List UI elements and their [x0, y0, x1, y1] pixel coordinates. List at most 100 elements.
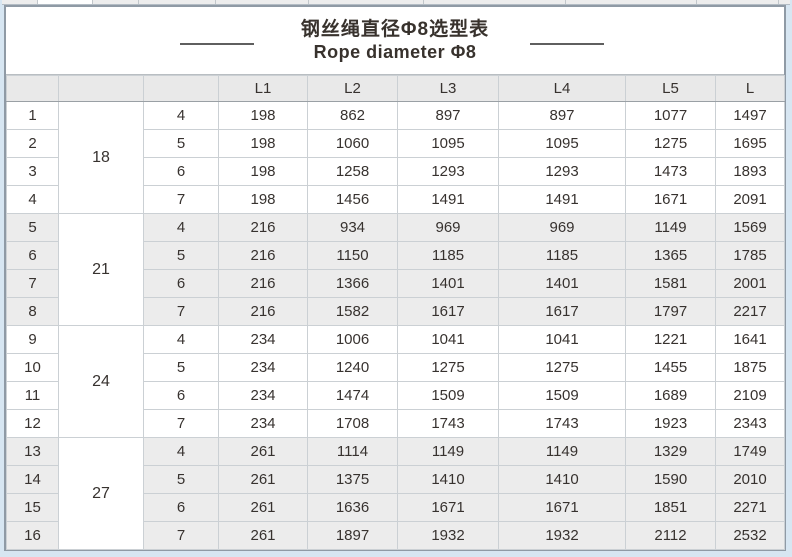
- page-title: 钢丝绳直径Φ8选型表: [300, 18, 490, 40]
- column-header-l3: L3: [397, 75, 499, 102]
- value-cell-l3: 1149: [397, 437, 499, 466]
- column-header-l: L: [715, 75, 785, 102]
- falls-cell: 6: [143, 381, 219, 410]
- value-cell-l: 2217: [715, 297, 785, 326]
- value-cell-l1: 216: [218, 241, 308, 270]
- value-cell-l2: 1114: [307, 437, 398, 466]
- value-cell-l1: 198: [218, 101, 308, 130]
- value-cell-l2: 1240: [307, 353, 398, 382]
- value-cell-l2: 1636: [307, 493, 398, 522]
- value-cell-l3: 1509: [397, 381, 499, 410]
- value-cell-l5: 1797: [625, 297, 716, 326]
- value-cell-l1: 198: [218, 185, 308, 214]
- header-row: L1 L2 L3 L4 L5 L: [6, 75, 785, 102]
- value-cell-l1: 261: [218, 521, 308, 550]
- value-cell-l2: 1258: [307, 157, 398, 186]
- value-cell-l4: 1149: [498, 437, 626, 466]
- value-cell-l2: 934: [307, 213, 398, 242]
- falls-cell: 5: [143, 353, 219, 382]
- value-cell-l4: 1617: [498, 297, 626, 326]
- value-cell-l: 1641: [715, 325, 785, 354]
- row-number-cell: 13: [6, 437, 59, 466]
- value-cell-l5: 1851: [625, 493, 716, 522]
- value-cell-l3: 1743: [397, 409, 499, 438]
- falls-cell: 4: [143, 101, 219, 130]
- falls-cell: 5: [143, 465, 219, 494]
- value-cell-l: 2091: [715, 185, 785, 214]
- value-cell-l: 2010: [715, 465, 785, 494]
- table-row: 11 6 234 1474 1509 1509 1689 2109: [6, 381, 785, 410]
- value-cell-l2: 1474: [307, 381, 398, 410]
- value-cell-l2: 1366: [307, 269, 398, 298]
- value-cell-l4: 1095: [498, 129, 626, 158]
- value-cell-l2: 1060: [307, 129, 398, 158]
- table-row: 8 7 216 1582 1617 1617 1797 2217: [6, 297, 785, 326]
- value-cell-l4: 1275: [498, 353, 626, 382]
- value-cell-l5: 1923: [625, 409, 716, 438]
- value-cell-l5: 1221: [625, 325, 716, 354]
- sliver-cell: [37, 0, 92, 4]
- falls-cell: 6: [143, 157, 219, 186]
- value-cell-l3: 1401: [397, 269, 499, 298]
- table-row: 9 24 4 234 1006 1041 1041 1221 1641: [6, 325, 785, 438]
- value-cell-l5: 1329: [625, 437, 716, 466]
- rope-selection-table: 钢丝绳直径Φ8选型表 Rope diameter Φ8 L1 L2 L3 L4 …: [4, 5, 786, 551]
- column-header-l2: L2: [307, 75, 398, 102]
- falls-cell: 7: [143, 185, 219, 214]
- value-cell-l4: 1293: [498, 157, 626, 186]
- value-cell-l5: 1275: [625, 129, 716, 158]
- value-cell-l: 2271: [715, 493, 785, 522]
- row-number-cell: 11: [6, 381, 59, 410]
- value-cell-l3: 1293: [397, 157, 499, 186]
- falls-cell: 4: [143, 437, 219, 466]
- value-cell-l4: 1491: [498, 185, 626, 214]
- table-row: 10 5 234 1240 1275 1275 1455 1875: [6, 353, 785, 382]
- table-body: 1 18 4 198 862 897 897 1077 1497 2 5 198 1060 1095 109…: [6, 101, 785, 550]
- column-header-l5: L5: [625, 75, 716, 102]
- value-cell-l4: 969: [498, 213, 626, 242]
- value-cell-l5: 1590: [625, 465, 716, 494]
- value-cell-l5: 1077: [625, 101, 716, 130]
- value-cell-l4: 1041: [498, 325, 626, 354]
- value-cell-l5: 1671: [625, 185, 716, 214]
- value-cell-l: 1875: [715, 353, 785, 382]
- value-cell-l3: 1491: [397, 185, 499, 214]
- row-number-cell: 6: [6, 241, 59, 270]
- value-cell-l: 2532: [715, 521, 785, 550]
- table-row: 12 7 234 1708 1743 1743 1923 2343: [6, 409, 785, 438]
- value-cell-l: 1893: [715, 157, 785, 186]
- value-cell-l5: 1455: [625, 353, 716, 382]
- column-header-index: [6, 75, 59, 102]
- column-header-falls: [143, 75, 219, 102]
- diameter-cell: 21: [58, 213, 144, 326]
- row-number-cell: 3: [6, 157, 59, 186]
- table-row: 7 6 216 1366 1401 1401 1581 2001: [6, 269, 785, 298]
- previous-table-sliver: [2, 0, 790, 5]
- value-cell-l2: 1006: [307, 325, 398, 354]
- value-cell-l5: 2112: [625, 521, 716, 550]
- table-row: 16 7 261 1897 1932 1932 2112 2532: [6, 521, 785, 550]
- value-cell-l3: 1185: [397, 241, 499, 270]
- row-number-cell: 4: [6, 185, 59, 214]
- value-cell-l2: 1582: [307, 297, 398, 326]
- falls-cell: 7: [143, 297, 219, 326]
- value-cell-l1: 216: [218, 297, 308, 326]
- table-row: 5 21 4 216 934 969 969 1149 1569: [6, 213, 785, 326]
- value-cell-l: 1569: [715, 213, 785, 242]
- row-number-cell: 7: [6, 269, 59, 298]
- value-cell-l1: 261: [218, 493, 308, 522]
- value-cell-l3: 1617: [397, 297, 499, 326]
- value-cell-l4: 1410: [498, 465, 626, 494]
- row-number-cell: 12: [6, 409, 59, 438]
- falls-cell: 7: [143, 409, 219, 438]
- table-row: 2 5 198 1060 1095 1095 1275 1695: [6, 129, 785, 158]
- row-number-cell: 5: [6, 213, 59, 242]
- row-number-cell: 16: [6, 521, 59, 550]
- table-title-block: 钢丝绳直径Φ8选型表 Rope diameter Φ8: [6, 7, 784, 75]
- row-number-cell: 9: [6, 325, 59, 354]
- value-cell-l3: 969: [397, 213, 499, 242]
- value-cell-l5: 1689: [625, 381, 716, 410]
- value-cell-l4: 1401: [498, 269, 626, 298]
- diameter-cell: 27: [58, 437, 144, 550]
- value-cell-l3: 1095: [397, 129, 499, 158]
